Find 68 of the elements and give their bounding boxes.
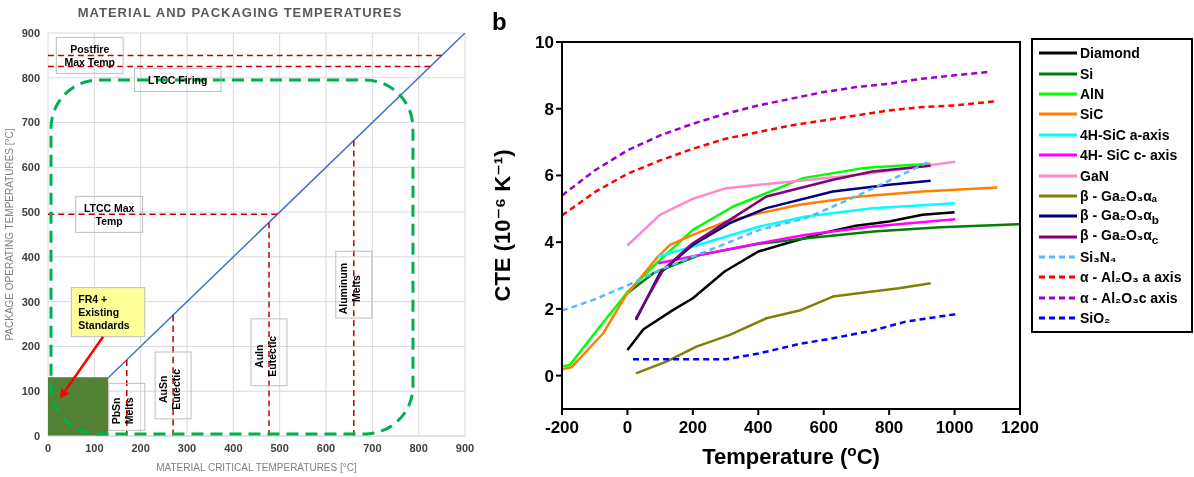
annotation: AuIn Eutectic: [252, 335, 278, 377]
y-axis-title: CTE (10⁻⁶ K⁻¹): [490, 149, 515, 302]
annotation: FR4 + Existing Standards: [78, 293, 130, 332]
x-tick-label: 0: [622, 418, 633, 438]
annotation: LTCC Max Temp: [83, 201, 135, 227]
line-series: [562, 161, 929, 312]
annotation: Postfire Max Temp: [64, 42, 115, 68]
legend-label: Si: [1080, 65, 1094, 82]
legend-label: Si₃N₄: [1080, 249, 1117, 266]
legend-label: α - Al₂O₃ a axis: [1080, 269, 1182, 286]
annotation: PbSn Melts: [110, 397, 136, 425]
y-tick-label: 400: [21, 250, 40, 263]
y-tick-label: 500: [21, 206, 40, 219]
y-tick-label: 2: [544, 299, 554, 319]
legend-label: SiO₂: [1080, 310, 1111, 327]
annotation: Aluminum Melts: [337, 262, 363, 315]
line-series: [656, 201, 957, 258]
x-tick-label: 100: [85, 441, 104, 454]
x-tick-label: 200: [678, 418, 708, 438]
x-tick-label: 400: [744, 418, 773, 438]
legend-label: β - Ga₂O₃α$_{b}$: [1080, 206, 1159, 226]
y-axis-title: PACKAGE OPERATING TEMPERATURES [°C]: [4, 128, 15, 341]
chart-title: MATERIAL AND PACKAGING TEMPERATURES: [77, 5, 403, 20]
x-tick-label: 800: [874, 418, 904, 438]
line-series: [634, 281, 932, 375]
legend-label: β - Ga₂O₃αₐ: [1080, 187, 1158, 204]
x-tick-label: 400: [224, 441, 243, 454]
y-tick-label: 6: [544, 166, 554, 186]
x-tick-label: 500: [270, 441, 289, 454]
legend-label: 4H- SiC c- axis: [1080, 147, 1178, 164]
y-tick-label: 4: [544, 233, 555, 253]
legend-label: AlN: [1080, 85, 1105, 102]
y-tick-label: 900: [21, 26, 40, 39]
annotation: AuSn Eutectic: [156, 368, 182, 410]
line-series: [562, 186, 999, 371]
x-tick-label: 800: [409, 441, 428, 454]
legend-label: SiC: [1080, 106, 1104, 123]
legend-label: GaN: [1080, 167, 1109, 184]
y-tick-label: 300: [21, 295, 40, 308]
legend-label: β - Ga₂O₃α$_{c}$: [1080, 227, 1159, 247]
line-series: [562, 100, 996, 217]
y-tick-label: 100: [21, 385, 40, 398]
x-tick-label: 200: [131, 441, 150, 454]
x-tick-label: -200: [544, 418, 580, 438]
y-tick-label: 10: [535, 33, 554, 53]
y-tick-label: 8: [544, 99, 554, 119]
y-tick-label: 800: [21, 71, 40, 84]
y-tick-label: 200: [21, 340, 40, 353]
chart-title: b: [492, 8, 507, 35]
legend-label: Diamond: [1080, 45, 1140, 62]
line-series: [631, 313, 957, 361]
x-tick-label: 1200: [1001, 418, 1039, 438]
legend-label: α - Al₂O₃c axis: [1080, 289, 1178, 306]
x-tick-label: 700: [363, 441, 382, 454]
x-tick-label: 1000: [935, 418, 974, 438]
y-tick-label: 700: [21, 116, 40, 129]
x-axis-title: Temperature ($^{o}$C): [702, 441, 880, 469]
y-tick-label: 0: [544, 366, 554, 386]
x-tick-label: 600: [316, 441, 336, 454]
x-axis-title: MATERIAL CRITICAL TEMPERATURES [°C]: [156, 462, 357, 473]
x-tick-label: 0: [44, 441, 52, 454]
line-series: [656, 217, 957, 265]
y-tick-label: 600: [21, 161, 40, 174]
line-series: [562, 70, 989, 197]
x-tick-label: 600: [809, 418, 838, 438]
x-tick-label: 300: [177, 441, 197, 454]
x-tick-label: 900: [455, 441, 475, 454]
legend-label: 4H-SiC a-axis: [1080, 126, 1170, 143]
